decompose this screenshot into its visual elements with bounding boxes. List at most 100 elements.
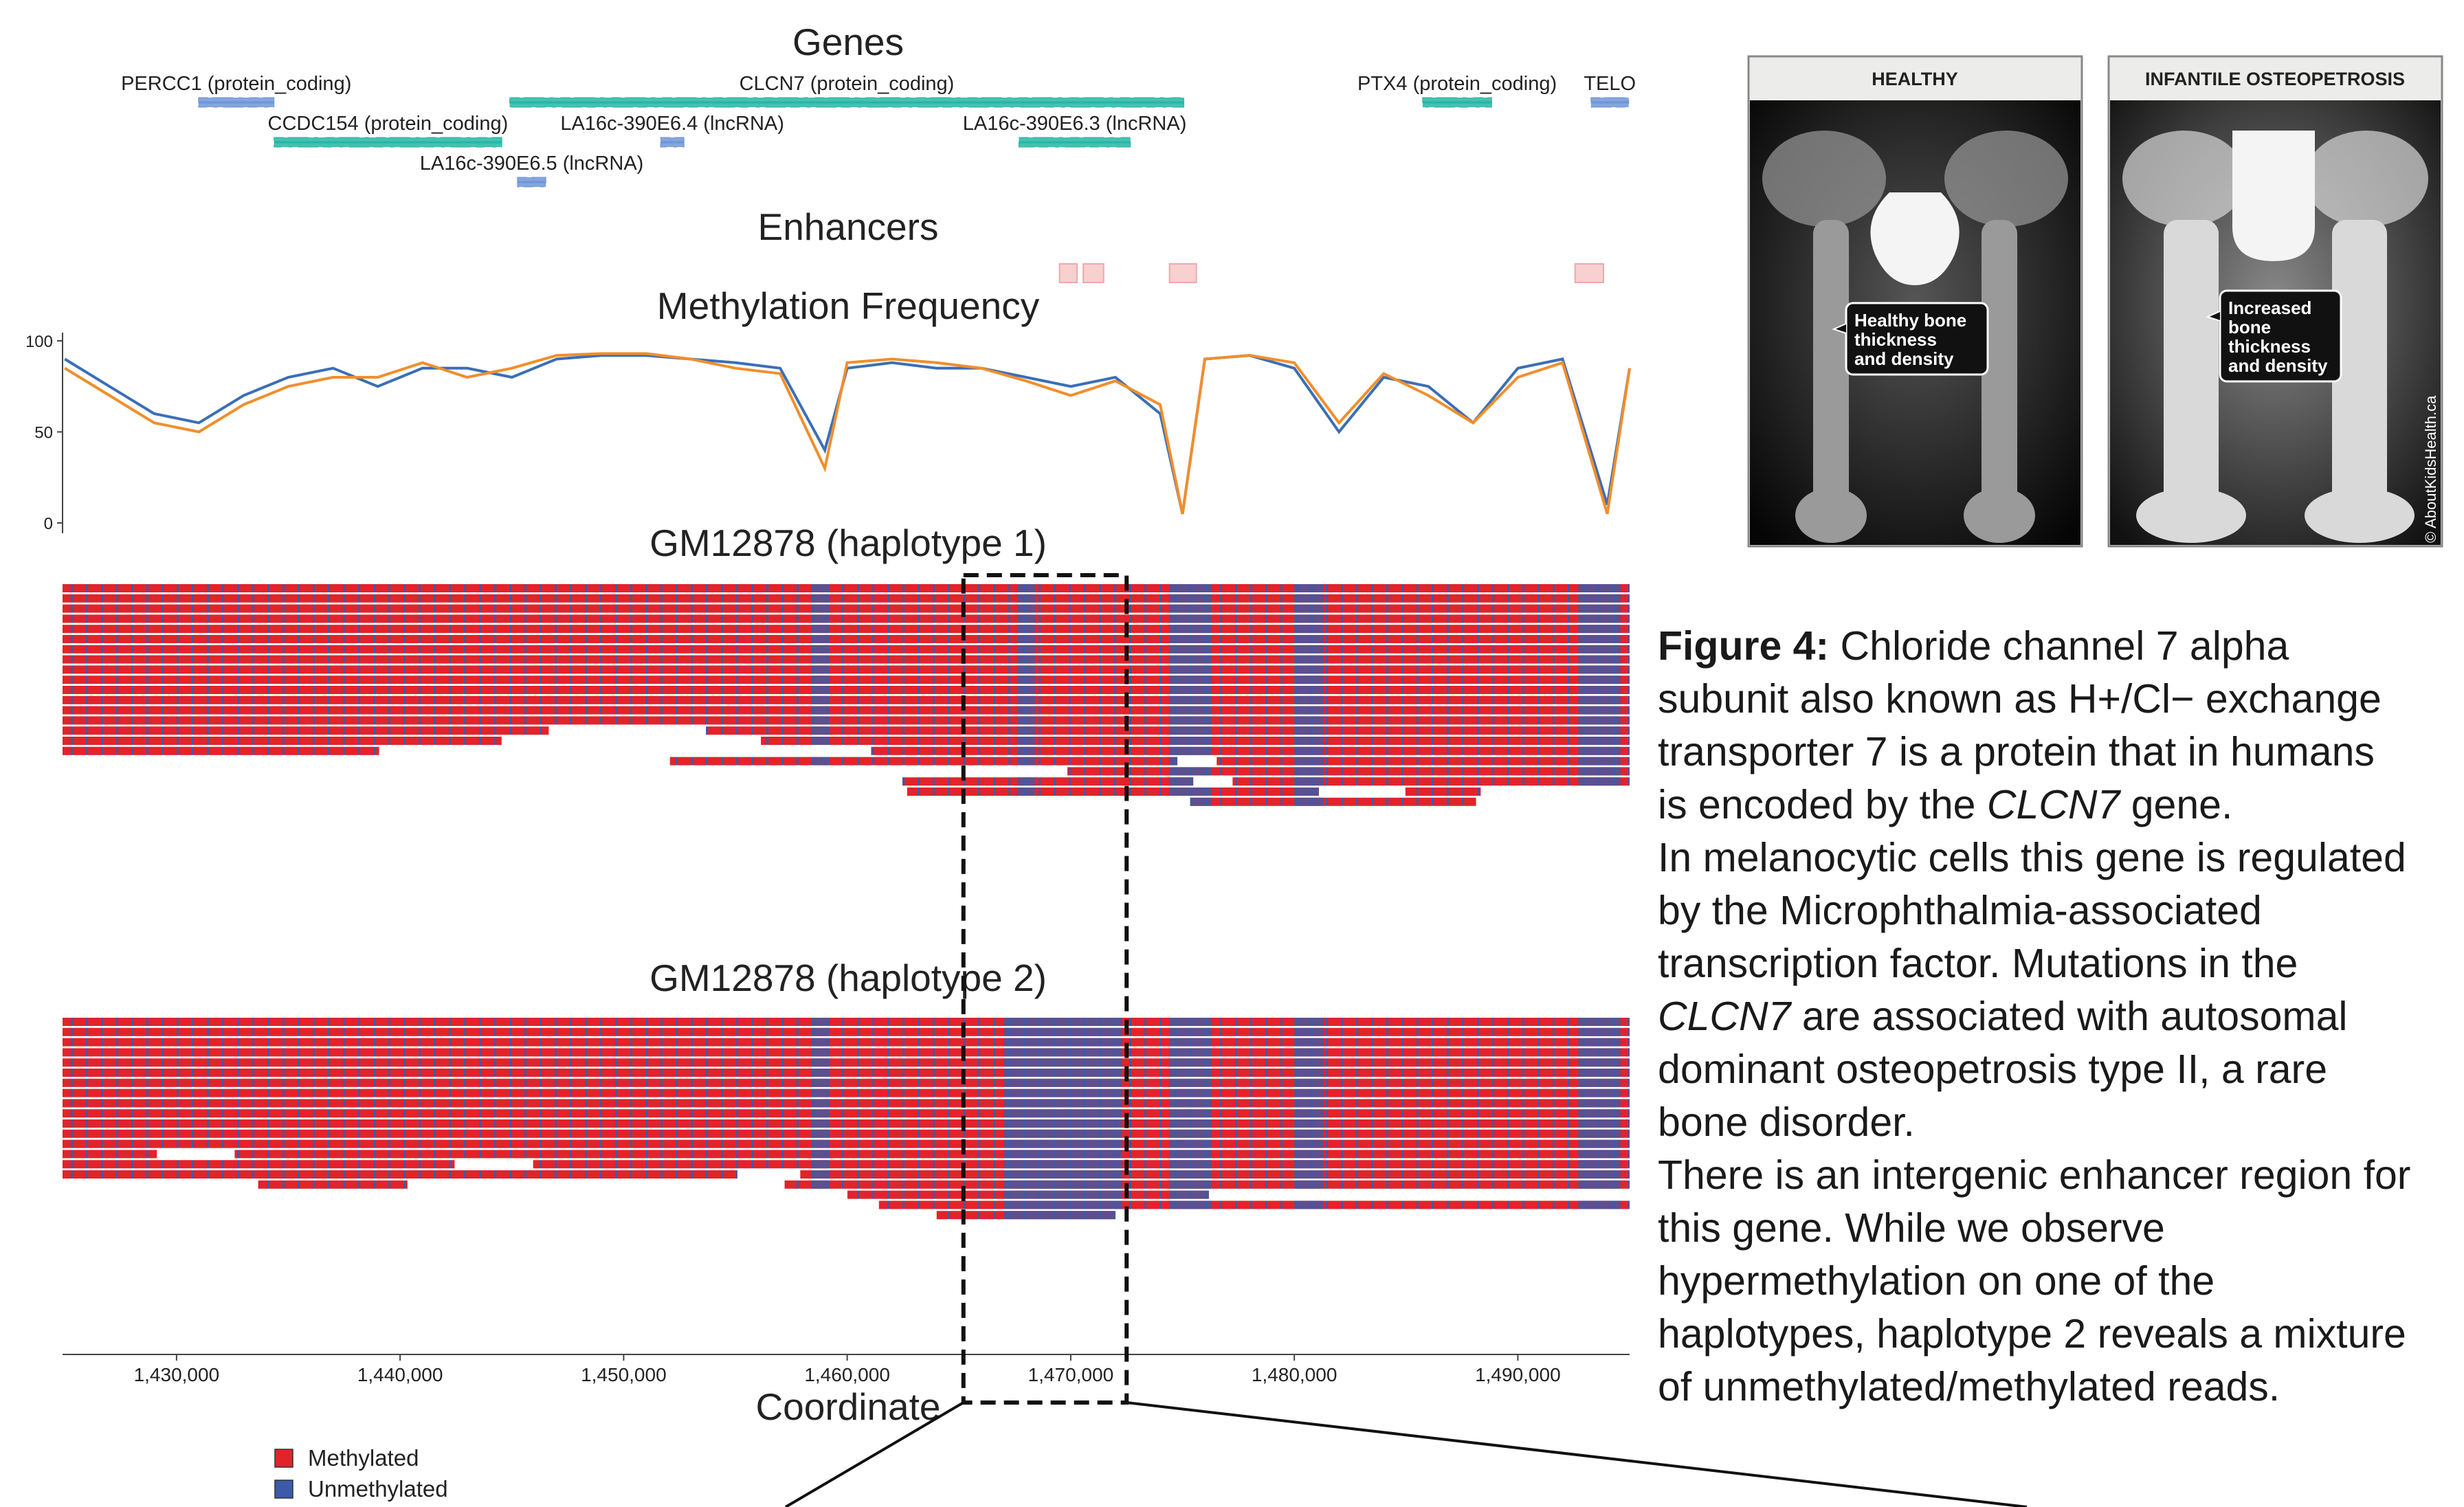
unmethylated-region [1017,695,1035,704]
caption-line: of unmethylated/methylated reads. [1658,1364,2280,1409]
gene-exons [509,97,1184,108]
gene-label: PERCC1 (protein_coding) [121,73,351,95]
unmethylated-region [811,1139,830,1148]
unmethylated-region [1578,1018,1621,1026]
pelvis [1944,131,2068,227]
unmethylated-region [1294,737,1324,745]
track-title: Genes [792,21,904,63]
unmethylated-region [1168,655,1212,664]
unmethylated-region [1168,757,1178,766]
unmethylated-region [1003,1027,1122,1036]
read [63,1119,1630,1128]
unmethylated-region [811,1078,830,1087]
unmethylated-region [1168,1018,1212,1026]
read [63,1170,737,1179]
callout-box [1845,302,1989,376]
unmethylated-region [811,1069,830,1077]
unmethylated-region [811,1150,830,1159]
unmethylated-region [811,584,830,592]
unmethylated-region [1168,1150,1212,1159]
unmethylated-region [1294,1058,1324,1067]
unmethylated-region [1294,1150,1324,1159]
unmethylated-region [1578,1069,1621,1077]
unmethylated-region [1578,777,1621,786]
unmethylated-region [1168,594,1212,603]
unmethylated-region [1168,1089,1212,1097]
unmethylated-region [1003,1129,1122,1138]
unmethylated-region [1578,1150,1621,1159]
unmethylated-region [1017,737,1035,745]
enhancer [1574,263,1604,283]
unmethylated-region [1294,1069,1324,1077]
unmethylated-region [1003,1150,1122,1159]
caption-run: are associated with autosomal [1790,994,2347,1039]
caption-line: transcription factor. Mutations in the [1658,941,2298,986]
unmethylated-region [1003,1069,1122,1077]
caption-run: gene. [2120,782,2232,827]
unmethylated-region [1168,777,1194,786]
caption-run: There is an intergenic enhancer region f… [1658,1152,2410,1198]
read [669,757,1178,766]
unmethylated-region [1003,1099,1122,1108]
read [63,1109,1630,1118]
unmethylated-region [1168,726,1212,735]
unmethylated-region [1578,737,1621,745]
unmethylated-region [811,625,830,634]
unmethylated-region [1578,767,1621,776]
caption-run: transporter 7 is a protein that in human… [1658,729,2375,774]
caption-line: In melanocytic cells this gene is regula… [1658,835,2406,880]
unmethylated-region [1168,788,1212,796]
unmethylated-region [1003,1180,1122,1189]
unmethylated-region [1168,645,1212,654]
unmethylated-region [1294,695,1324,704]
unmethylated-region [1003,1160,1122,1169]
callout-pointer [2206,311,2221,322]
read [63,706,1630,715]
read [63,584,1630,592]
methylation-line [64,352,1631,515]
unmethylated-region [811,1048,830,1057]
unmethylated-region [1003,1089,1122,1097]
caption-line: haplotypes, haplotype 2 reveals a mixtur… [1658,1311,2406,1357]
read [902,777,1194,786]
unmethylated-region [1017,746,1035,755]
unmethylated-region [1578,706,1621,715]
unmethylated-region [1578,1027,1621,1036]
unmethylated-region [1017,655,1035,664]
unmethylated-region [811,1058,830,1067]
unmethylated-region [1578,726,1621,735]
unmethylated-region [811,665,830,674]
caption-line: by the Microphthalmia-associated [1658,888,2262,933]
panel-header: INFANTILE OSTEOPETROSIS [2145,69,2405,89]
knee [1795,488,1867,543]
unmethylated-region [1003,1190,1122,1199]
unmethylated-region [811,655,830,664]
unmethylated-region [1578,1038,1621,1047]
credit: © AboutKidsHealth.ca [2422,395,2439,543]
unmethylated-region [1294,635,1324,643]
unmethylated-region [1168,746,1212,755]
x-tick-label: 1,480,000 [1252,1364,1338,1385]
unmethylated-region [811,614,830,623]
caption-run: transcription factor. Mutations in the [1658,941,2298,986]
gene-exons [660,137,685,148]
unmethylated-region [1578,1078,1621,1087]
unmethylated-region [811,676,830,684]
callout-text: and density [2228,355,2328,376]
x-tick-label: 1,450,000 [581,1364,667,1385]
unmethylated-region [1017,716,1035,725]
gene-exons [1422,97,1492,108]
unmethylated-region [1578,1058,1621,1067]
caption-run: subunit also known as H+/Cl− exchange [1658,676,2382,722]
read [1067,767,1630,776]
unmethylated-region [811,594,830,603]
unmethylated-region [1168,1058,1212,1067]
unmethylated-region [811,635,830,643]
femur [1813,220,1849,509]
unmethylated-region [1017,676,1035,684]
gene-exons [274,137,502,148]
unmethylated-region [1578,594,1621,603]
unmethylated-region [1578,614,1621,623]
gene-exons [198,97,275,108]
